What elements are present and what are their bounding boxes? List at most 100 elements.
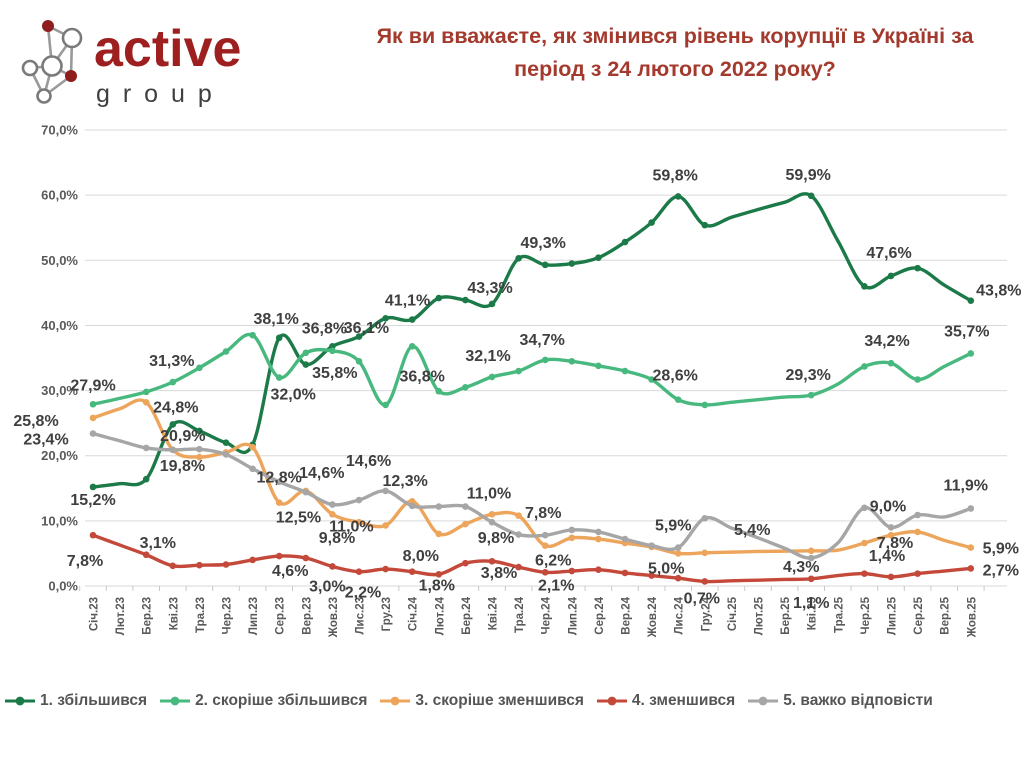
data-point-marker: [701, 549, 709, 557]
data-point-marker: [541, 569, 549, 576]
logo-brand-text: active: [94, 20, 241, 78]
data-point-label: 11,0%: [467, 485, 511, 502]
x-axis-month-label: Тра.23: [195, 597, 207, 633]
data-point-label: 29,3%: [786, 367, 831, 384]
data-point-marker: [488, 557, 496, 565]
legend-item-label: 3. скоріше зменшився: [415, 692, 584, 709]
data-point-marker: [142, 399, 150, 406]
data-point-marker: [169, 562, 177, 570]
data-point-marker: [222, 348, 230, 355]
data-point-marker: [967, 565, 975, 572]
data-point-marker: [515, 563, 522, 571]
data-point-marker: [861, 283, 868, 290]
data-point-marker: [541, 261, 549, 269]
data-point-label: 3,8%: [481, 565, 517, 582]
series-path: [91, 431, 973, 560]
legend-marker-icon: [5, 696, 35, 706]
data-point-marker: [568, 534, 576, 542]
data-point-label: 3,0%: [309, 578, 345, 595]
data-point-marker: [648, 376, 655, 383]
y-axis-tick-label: 10,0%: [41, 513, 78, 528]
data-point-label: 31,3%: [149, 353, 194, 370]
series-path: [91, 192, 973, 489]
data-point-marker: [142, 444, 150, 452]
data-point-marker: [648, 572, 655, 579]
data-point-label: 9,0%: [870, 498, 906, 515]
data-point-label: 35,8%: [312, 365, 357, 382]
data-point-marker: [568, 260, 576, 267]
data-point-label: 0,7%: [684, 590, 720, 607]
data-point-label: 5,4%: [734, 522, 770, 539]
x-axis-month-label: Чер.24: [541, 596, 553, 634]
data-point-marker: [595, 528, 602, 536]
data-point-marker: [807, 192, 815, 200]
data-point-label: 7,8%: [877, 535, 913, 552]
legend-item-label: 4. зменшився: [631, 692, 736, 709]
data-point-label: 5,9%: [655, 518, 691, 535]
data-point-marker: [355, 518, 363, 526]
data-point-marker: [887, 531, 895, 539]
data-point-marker: [249, 465, 256, 473]
series-labels-5: 23,4% 12,5% 14,6% 12,3% 9,8% 7,8% 5,9% 4,3% 9,0%…: [23, 432, 988, 576]
legend-item-2: 2. скоріше збільшився: [159, 692, 367, 710]
data-point-marker: [196, 427, 203, 435]
legend-item-label: 2. скоріше збільшився: [195, 692, 368, 709]
series-line-5: [89, 430, 975, 562]
data-point-marker: [196, 364, 203, 372]
data-point-marker: [887, 573, 895, 581]
series-labels-4: 7,8% 3,1% 4,6%3,0% 2,2% 1,8% 3,8% 2,1% 0,7% 1,1%…: [67, 535, 1019, 612]
data-point-label: 59,8%: [653, 167, 698, 184]
data-point-marker: [302, 361, 310, 368]
data-point-marker: [967, 505, 975, 512]
x-axis-month-label: Лип.24: [567, 596, 579, 635]
data-point-marker: [541, 356, 549, 364]
data-point-marker: [275, 552, 283, 560]
data-point-label: 3,1%: [140, 535, 176, 552]
data-point-marker: [275, 478, 283, 486]
y-axis-tick-label: 70,0%: [41, 123, 78, 138]
x-axis-month-label: Січ.24: [408, 596, 420, 631]
data-point-marker: [435, 387, 443, 395]
data-point-marker: [329, 563, 336, 570]
data-point-marker: [435, 294, 443, 302]
data-point-marker: [142, 475, 150, 483]
data-point-label: 14,6%: [346, 453, 391, 470]
data-point-label: 7,8%: [67, 553, 103, 570]
data-point-marker: [914, 528, 921, 536]
data-point-marker: [142, 388, 150, 396]
chart-legend: 1. збільшився 2. скоріше збільшився 3. ско…: [4, 692, 1024, 710]
x-axis-month-label: Лис.23: [355, 597, 367, 635]
y-axis-tick-label: 0,0%: [48, 579, 78, 594]
chart-title-line1: Як ви вважаєте, як змінився рівень коруп…: [376, 24, 974, 48]
data-point-marker: [595, 254, 602, 261]
data-point-marker: [595, 362, 602, 370]
data-point-label: 1,8%: [419, 577, 455, 594]
data-point-label: 47,6%: [866, 245, 911, 262]
data-point-marker: [169, 378, 177, 386]
data-point-marker: [887, 272, 895, 280]
data-point-label: 9,8%: [478, 530, 514, 547]
data-point-label: 43,3%: [467, 280, 512, 297]
data-point-label: 4,6%: [272, 563, 308, 580]
x-axis-month-label: Лип.25: [887, 596, 899, 635]
data-point-marker: [701, 401, 709, 409]
x-axis-month-label: Лис.24: [674, 596, 686, 634]
data-point-label: 27,9%: [70, 377, 115, 394]
data-point-marker: [462, 559, 469, 567]
data-point-marker: [807, 547, 815, 555]
x-axis-month-label: Чер.25: [860, 596, 872, 634]
data-point-marker: [488, 300, 496, 308]
legend-item-label: 1. збільшився: [40, 692, 148, 709]
legend-item-label: 5. важко відповісти: [783, 692, 933, 709]
x-axis-month-label: Тра.24: [514, 596, 526, 633]
data-point-marker: [382, 401, 389, 409]
data-point-marker: [196, 561, 203, 569]
x-axis-month-label: Тра.25: [833, 596, 845, 633]
data-point-marker: [861, 504, 868, 512]
legend-marker-icon: [380, 696, 411, 706]
data-point-label: 2,7%: [983, 562, 1019, 579]
data-point-label: 43,8%: [976, 283, 1021, 300]
x-axis-labels: Січ.23 Лют.23 Бер.23 Кві.23 Тра.23 Чер.23 Лип.…: [89, 596, 979, 638]
data-point-marker: [887, 524, 895, 531]
data-point-marker: [382, 487, 389, 495]
